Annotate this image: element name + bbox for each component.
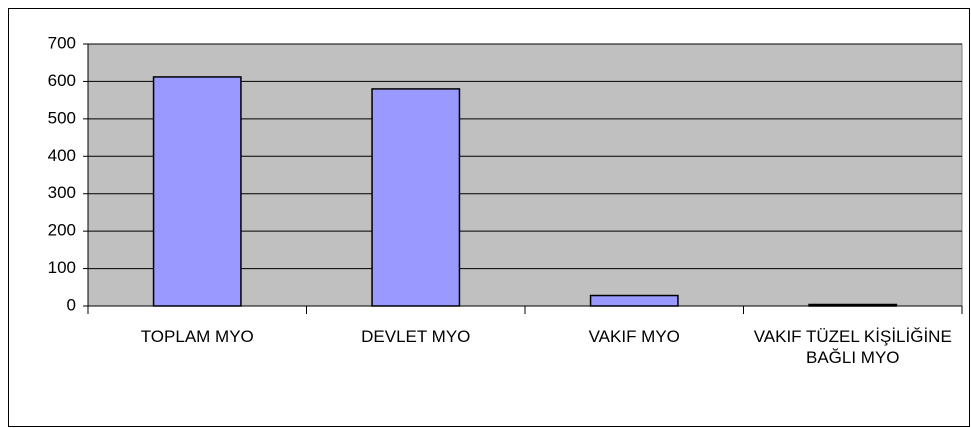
y-tick-label: 300 [48,183,76,202]
y-tick-label: 200 [48,221,76,240]
bar [152,76,242,307]
y-tick-label: 500 [48,108,76,127]
y-tick-label: 100 [48,258,76,277]
y-tick-label: 0 [67,295,76,314]
bar [371,88,461,307]
x-tick-label: DEVLET MYO [361,327,471,346]
x-tick-label: TOPLAM MYO [140,327,254,346]
bar [589,294,679,307]
x-tick-label: VAKIF MYO [588,327,680,346]
x-tick-label: VAKIF TÜZEL KİŞİLİĞİNE BAĞLI MYO [753,327,952,367]
y-tick-label: 600 [48,71,76,90]
y-tick-label: 700 [48,33,76,52]
y-tick-label: 400 [48,146,76,165]
